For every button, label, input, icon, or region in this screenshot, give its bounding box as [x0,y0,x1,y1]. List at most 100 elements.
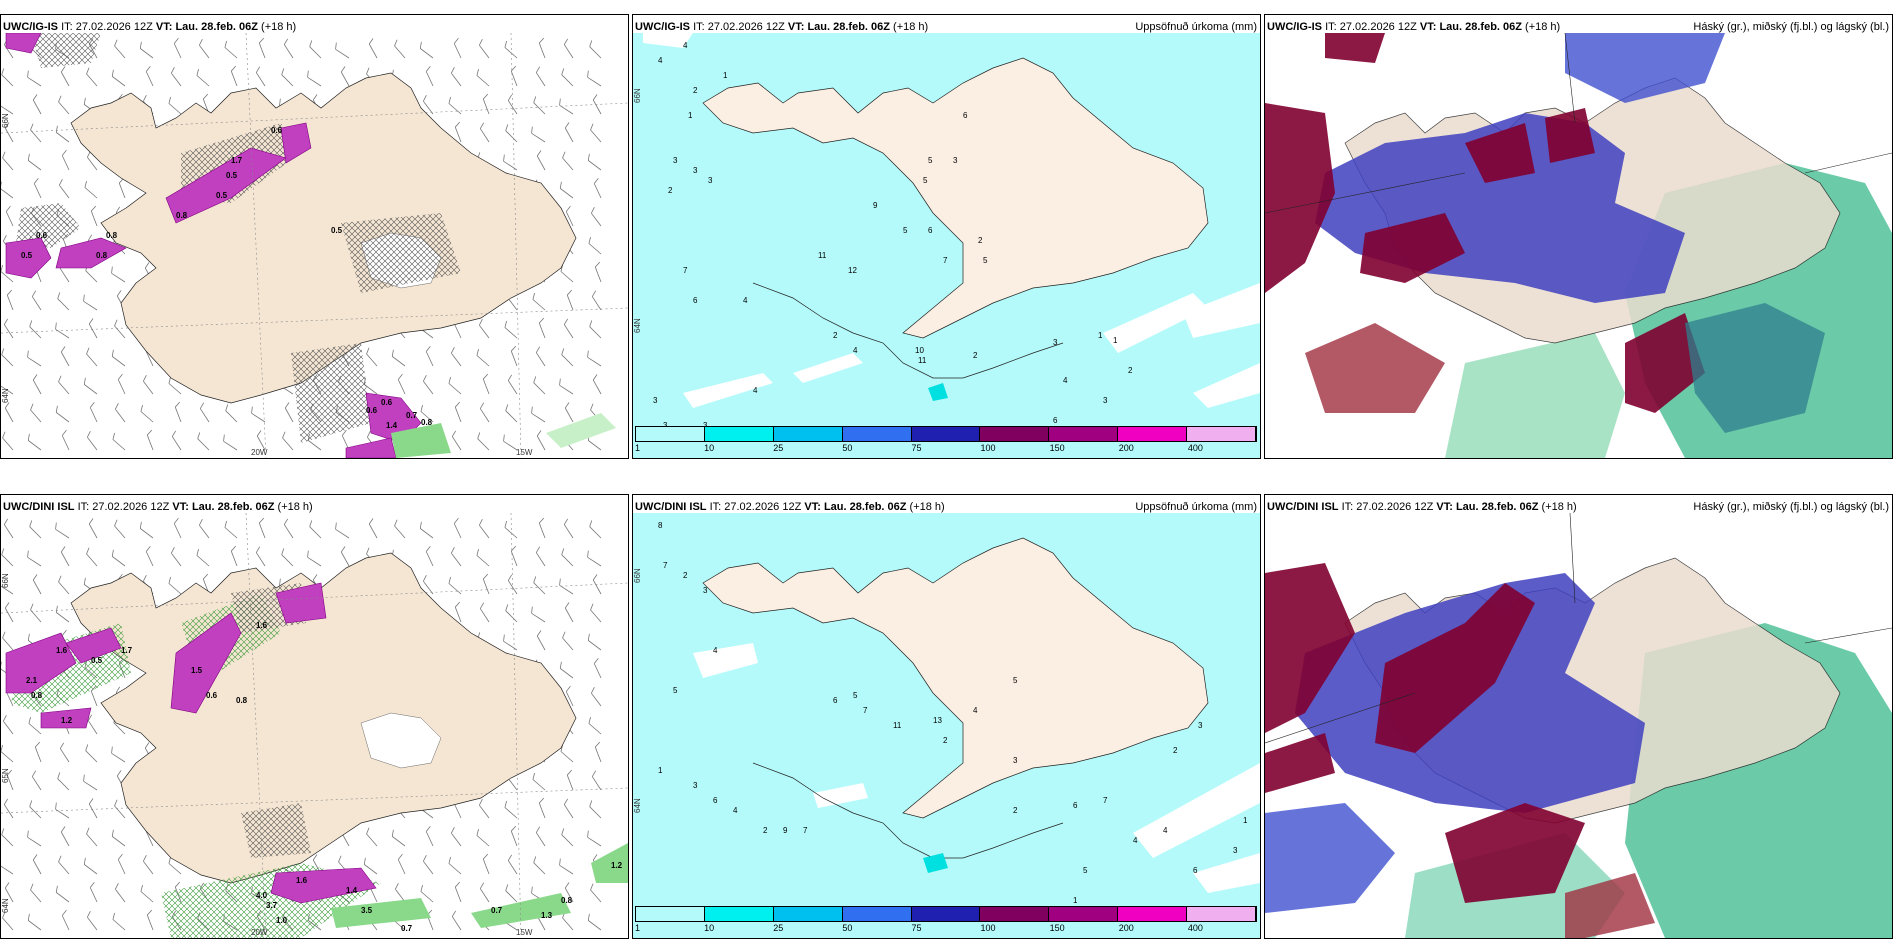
precip-number: 3 [703,586,708,595]
wind-barb [531,126,546,143]
vt-value: Lau. 28.feb. 06Z [175,21,258,33]
green-precip [591,843,628,883]
wind-barb [564,402,574,423]
wind-barb [55,522,70,539]
wind-barb [2,911,14,931]
precip-number: 2 [1013,806,1018,815]
wind-barb [482,373,490,395]
wind-barb [479,519,490,539]
wind-barb [565,685,574,707]
wind-barb [503,634,518,651]
colorbar-tick: 10 [704,923,715,933]
precip-number: 2 [973,351,978,360]
wind-barb [2,631,14,651]
wind-barb [143,375,154,395]
wind-barb [589,520,602,539]
wind-barb [111,349,126,367]
cloud-low [1625,313,1705,413]
wind-barb [89,401,98,423]
precip-number: 7 [863,706,868,715]
wind-barb [87,431,98,451]
wind-barb [507,574,518,595]
wind-barb [61,909,70,931]
precip-number: 5 [673,686,678,695]
vt-label: VT: [1436,501,1453,513]
wind-barb [1,744,14,763]
wind-barb [57,772,70,791]
vt-value: Lau. 28.feb. 06Z [807,21,890,33]
precip-number: 5 [1013,676,1018,685]
precip-number: 8 [658,521,663,530]
wind-barb [564,882,574,903]
precip-number: 7 [663,561,668,570]
wind-barb [368,518,378,539]
wind-barb [562,631,574,651]
wind-barb [532,772,546,791]
colorbar-tick: 200 [1118,923,1134,933]
wind-barb [587,633,602,651]
colorbar-tick: 400 [1187,923,1203,933]
colorbar-tick: 75 [911,443,922,453]
wind-barb [55,405,70,423]
wind-barb [114,39,126,59]
wind-barb [30,403,42,423]
precip-value-label: 1.2 [611,861,623,870]
wind-barb [114,319,126,339]
wind-barb [423,575,434,595]
precip-number: 1 [723,71,728,80]
wind-barb [86,67,98,87]
wind-barb [30,123,42,143]
wind-barb [256,430,266,451]
wind-barb [564,602,574,623]
wind-barb [482,573,490,595]
model-name: UWC/IG-IS [3,21,58,33]
wind-barb [146,909,154,931]
wind-barb [307,70,322,87]
wind-barb [31,770,42,791]
wind-barb [533,576,546,595]
wind-barb [89,881,98,903]
colorbar-swatch [636,907,705,921]
precip-value-label: 1.4 [386,421,398,430]
precip-number: 2 [978,236,983,245]
wind-barb [505,124,518,143]
wind-barb [199,402,210,423]
wind-barb [397,373,406,395]
cloud-low [1265,733,1335,793]
cloud-low [1305,323,1445,413]
vt-value: Lau. 28.feb. 06Z [1455,501,1539,513]
precip-title: Uppsöfnuð úrkoma (mm) [1135,21,1257,33]
panel-cloud-bottom: UWC/DINI ISL IT: 27.02.2026 12Z VT: Lau.… [1264,494,1893,939]
wind-barb [230,65,238,87]
wind-barb [32,94,42,115]
precip-number: 7 [1103,796,1108,805]
precip-value-label: 0.7 [401,924,413,933]
precip-number: 3 [693,781,698,790]
wind-barb [476,828,490,847]
wind-barb [309,520,322,539]
wind-barb [27,70,42,87]
wind-barb [592,574,602,595]
wind-barb [29,320,42,339]
wind-barb [536,630,546,651]
wind-barb [111,746,126,763]
wind-barb [29,520,42,539]
wind-barb [2,151,14,171]
panel-title: UWC/DINI ISL IT: 27.02.2026 12Z VT: Lau.… [3,501,313,513]
precip-number: 1 [1113,336,1118,345]
wind-barb [563,798,574,819]
precip-number: 4 [1163,826,1168,835]
wind-barb [58,575,70,595]
precip-value-label: 0.5 [331,226,343,235]
precip-value-labels: 0.6 0.5 1.7 0.8 0.6 0.5 0.8 0.5 0.8 0.5 0.6 0.7 1.4 0… [21,126,433,430]
wind-barb [114,799,126,819]
wind-barb [3,518,14,539]
wind-barb [83,774,98,791]
precip-number: 3 [673,156,678,165]
colorbar-swatch [1187,427,1257,441]
precip-number: 4 [753,386,758,395]
wind-barb [281,548,294,567]
wind-barb [448,856,462,875]
precip-number: 7 [683,266,688,275]
